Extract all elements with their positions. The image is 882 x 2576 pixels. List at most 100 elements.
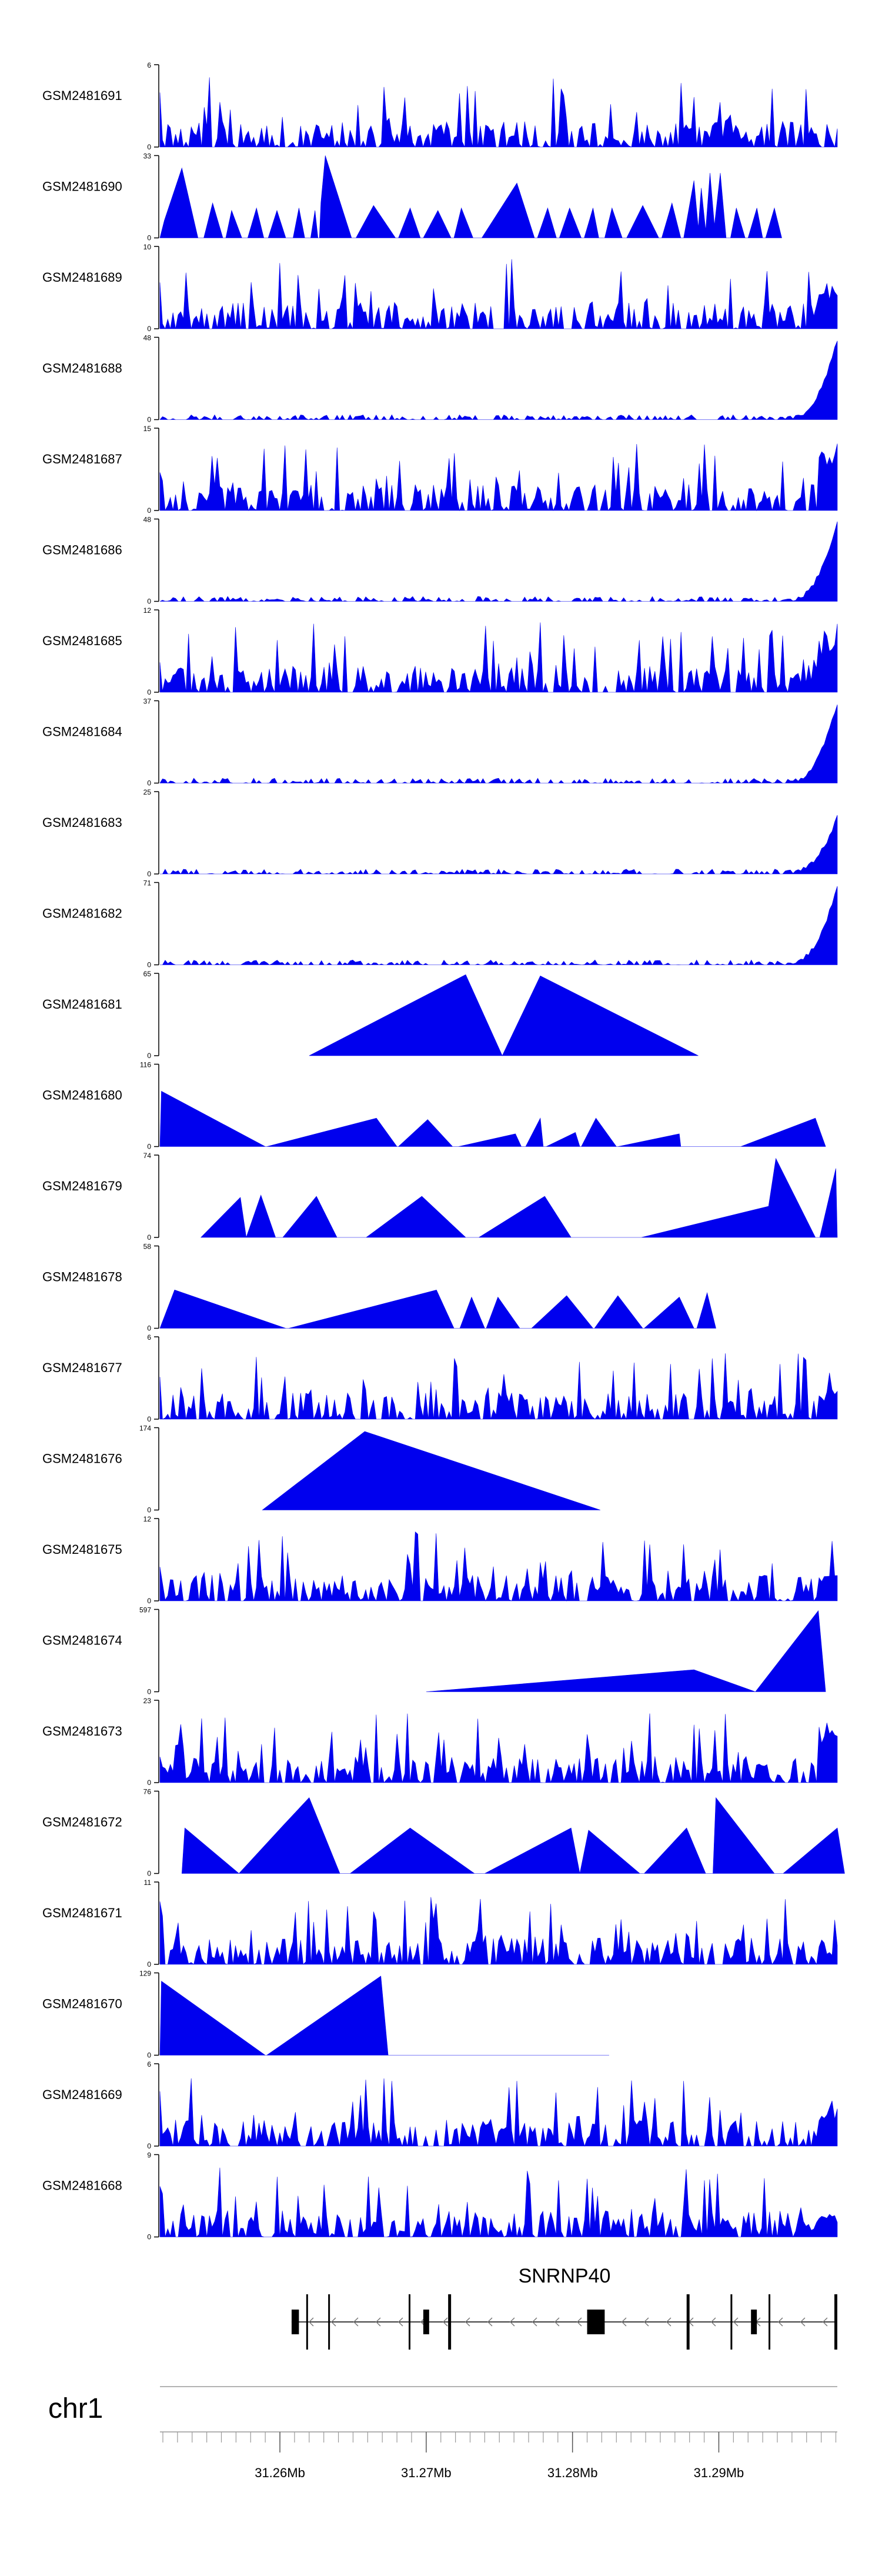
y-zero-tick-label: 0	[147, 1778, 151, 1787]
track-GSM2481689: GSM2481689 10 0	[42, 243, 838, 333]
track-GSM2481669: GSM2481669 6 0	[42, 2060, 838, 2150]
y-zero-tick-label: 0	[147, 506, 151, 515]
track-label: GSM2481677	[42, 1360, 122, 1375]
coverage-area	[159, 2167, 838, 2238]
y-zero-tick-label: 0	[147, 779, 151, 788]
y-max-tick-label: 11	[144, 1878, 152, 1887]
strand-arrow-icon	[487, 2317, 493, 2327]
track-label: GSM2481674	[42, 1633, 122, 1648]
y-max-tick-label: 74	[143, 1152, 152, 1160]
track-label: GSM2481668	[42, 2178, 122, 2193]
track-label: GSM2481671	[42, 1906, 122, 1920]
track-GSM2481676: GSM2481676 174 0	[42, 1424, 600, 1514]
track-label: GSM2481670	[42, 1997, 122, 2011]
coverage-area	[159, 1976, 609, 2056]
y-zero-tick-label: 0	[147, 688, 151, 696]
track-GSM2481690: GSM2481690 33 0	[42, 152, 782, 242]
track-GSM2481691: GSM2481691 6 0	[42, 61, 838, 151]
y-zero-tick-label: 0	[147, 1960, 151, 1968]
track-GSM2481670: GSM2481670 129 0	[42, 1970, 609, 2060]
strand-arrow-icon	[442, 2317, 448, 2327]
y-zero-tick-label: 0	[147, 2051, 151, 2060]
y-max-tick-label: 6	[147, 61, 151, 69]
exon-block	[408, 2294, 410, 2350]
track-label: GSM2481686	[42, 543, 122, 558]
y-zero-tick-label: 0	[147, 1233, 151, 1242]
coverage-area	[159, 1353, 838, 1420]
coverage-area	[159, 77, 838, 148]
y-zero-tick-label: 0	[147, 416, 151, 424]
y-max-tick-label: 25	[143, 788, 152, 796]
y-zero-tick-label: 0	[147, 2233, 151, 2241]
strand-arrow-icon	[710, 2317, 716, 2327]
track-GSM2481673: GSM2481673 23 0	[42, 1697, 838, 1787]
track-GSM2481681: GSM2481681 65 0	[42, 970, 699, 1060]
strand-arrow-icon	[777, 2317, 783, 2327]
track-label: GSM2481672	[42, 1815, 122, 1830]
track-GSM2481674: GSM2481674 597 0	[42, 1606, 826, 1696]
y-max-tick-label: 23	[143, 1697, 152, 1705]
coverage-area	[159, 2078, 838, 2147]
track-label: GSM2481687	[42, 452, 122, 466]
chromosome-label: chr1	[48, 2393, 103, 2424]
track-label: GSM2481691	[42, 88, 122, 103]
track-GSM2481677: GSM2481677 6 0	[42, 1333, 838, 1423]
exon-block	[306, 2294, 308, 2350]
track-GSM2481671: GSM2481671 11 0	[42, 1878, 838, 1968]
coverage-area	[159, 705, 838, 784]
coverage-area	[200, 1157, 838, 1238]
coverage-area	[160, 815, 838, 875]
exon-block	[587, 2310, 605, 2334]
y-max-tick-label: 33	[143, 152, 152, 161]
track-label: GSM2481681	[42, 997, 122, 1012]
strand-arrow-icon	[733, 2317, 739, 2327]
y-zero-tick-label: 0	[147, 870, 151, 878]
y-zero-tick-label: 0	[147, 2142, 151, 2150]
track-GSM2481679: GSM2481679 74 0	[42, 1152, 838, 1242]
y-zero-tick-label: 0	[147, 1324, 151, 1333]
y-max-tick-label: 58	[143, 1243, 152, 1251]
y-max-tick-label: 116	[140, 1061, 151, 1069]
track-label: GSM2481680	[42, 1088, 122, 1103]
y-max-tick-label: 37	[143, 698, 152, 706]
y-max-tick-label: 6	[147, 1333, 151, 1342]
strand-arrow-icon	[576, 2317, 582, 2327]
y-zero-tick-label: 0	[147, 1143, 151, 1151]
y-max-tick-label: 48	[143, 334, 152, 342]
track-GSM2481683: GSM2481683 25 0	[42, 788, 838, 878]
exon-block	[730, 2294, 733, 2350]
x-tick-label: 31.28Mb	[547, 2465, 598, 2480]
track-label: GSM2481669	[42, 2087, 122, 2102]
y-zero-tick-label: 0	[147, 234, 151, 242]
coverage-area	[309, 974, 699, 1056]
coverage-area	[159, 521, 838, 602]
y-max-tick-label: 65	[143, 970, 152, 978]
coverage-area	[159, 1897, 838, 1966]
track-label: GSM2481685	[42, 633, 122, 648]
y-max-tick-label: 597	[139, 1606, 151, 1614]
y-zero-tick-label: 0	[147, 1415, 151, 1423]
strand-arrow-icon	[397, 2317, 403, 2327]
y-zero-tick-label: 0	[147, 1688, 151, 1696]
coverage-area	[160, 886, 838, 966]
track-label: GSM2481673	[42, 1724, 122, 1739]
track-GSM2481678: GSM2481678 58 0	[42, 1243, 716, 1333]
strand-arrow-icon	[822, 2317, 828, 2327]
strand-arrow-icon	[465, 2317, 470, 2327]
coverage-area	[159, 1090, 826, 1147]
strand-arrow-icon	[666, 2317, 671, 2327]
track-label: GSM2481683	[42, 815, 122, 830]
strand-arrow-icon	[800, 2317, 806, 2327]
coverage-area	[159, 341, 838, 421]
x-tick-label: 31.27Mb	[401, 2465, 452, 2480]
data-tracks: GSM248169160GSM2481690330GSM2481689100GS…	[42, 61, 845, 2241]
y-max-tick-label: 71	[143, 879, 152, 887]
strand-arrow-icon	[554, 2317, 560, 2327]
strand-arrow-icon	[375, 2317, 381, 2327]
strand-arrow-icon	[330, 2317, 336, 2327]
y-max-tick-label: 12	[143, 606, 152, 615]
track-GSM2481684: GSM2481684 37 0	[42, 698, 838, 788]
track-label: GSM2481689	[42, 270, 122, 285]
strand-arrow-icon	[532, 2317, 537, 2327]
y-zero-tick-label: 0	[147, 1870, 151, 1878]
